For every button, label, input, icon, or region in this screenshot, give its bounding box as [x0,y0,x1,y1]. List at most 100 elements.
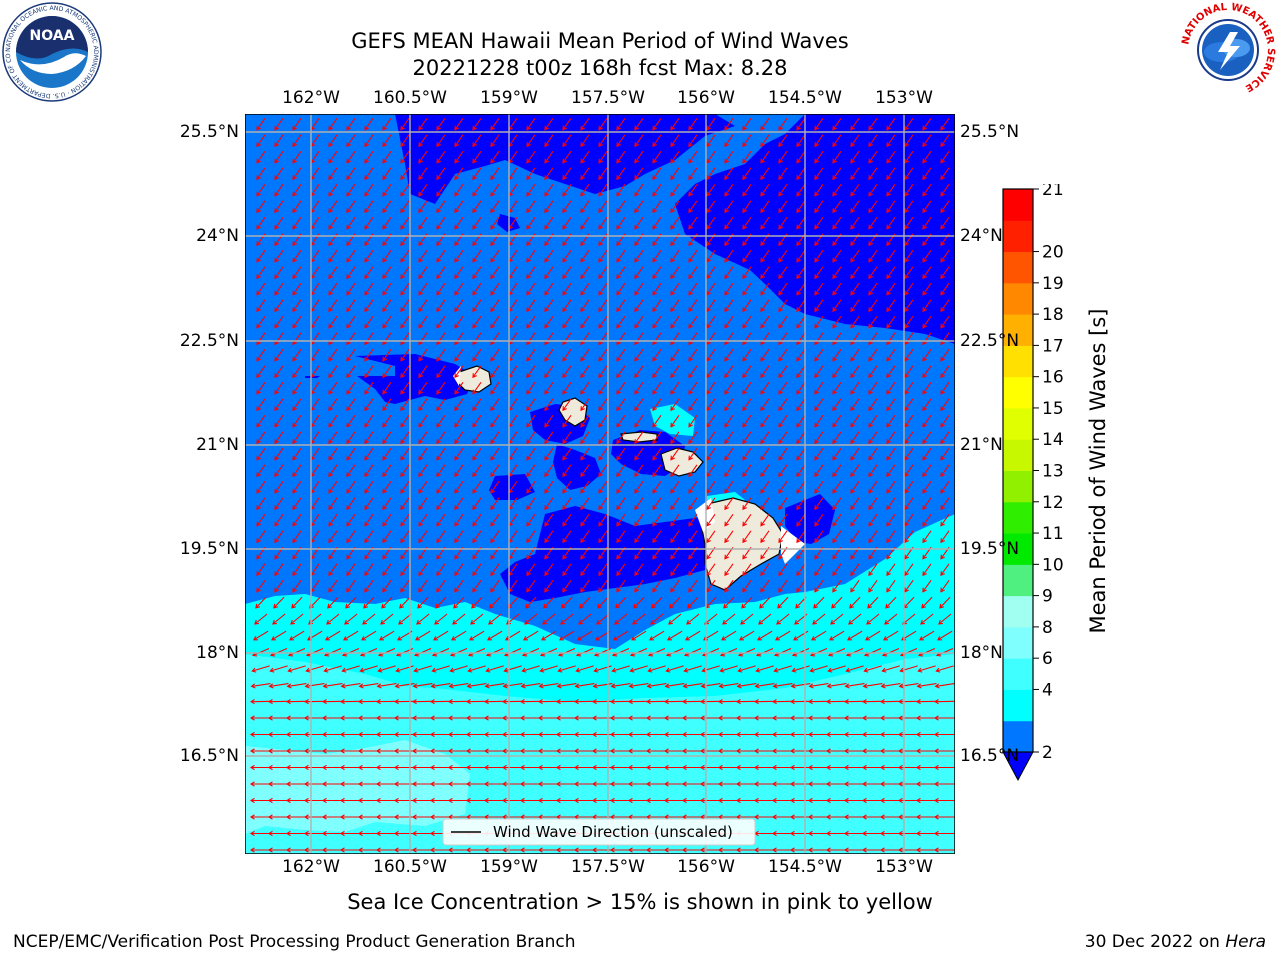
wind-arrow [580,530,590,544]
wind-arrow [454,480,464,494]
wind-arrow [394,683,415,689]
colorbar-tick-label: 18 [1042,305,1064,325]
wind-arrow [940,480,950,494]
wind-arrow [375,715,397,721]
wind-arrow [411,847,433,853]
wind-arrow [652,183,662,197]
wind-arrow [431,665,450,673]
wind-arrow [688,464,698,478]
wind-arrow [321,797,343,804]
wind-arrow [580,150,590,164]
wind-arrow [742,216,752,230]
wind-arrow [537,814,559,820]
wind-arrow [880,699,901,705]
wind-arrow [850,216,860,230]
wind-arrow [814,200,824,214]
wind-arrow [418,414,428,428]
wind-arrow [436,447,446,461]
wind-arrow [724,134,734,148]
wind-arrow [812,613,826,625]
wind-arrow [472,216,482,230]
wind-arrow [814,579,824,593]
wind-arrow [861,781,883,787]
wind-arrow [274,299,284,313]
wind-arrow [789,797,811,804]
wind-arrow [274,249,284,263]
wind-arrow [825,781,847,787]
wind-arrow [735,764,757,771]
wind-arrow [850,563,860,577]
wind-arrow [526,216,536,230]
wind-arrow [742,282,752,296]
wind-arrow [904,563,914,577]
wind-arrow [501,847,523,853]
wind-arrow [292,134,302,148]
wind-arrow [328,348,338,362]
wind-arrow [382,266,392,280]
wind-arrow [832,150,842,164]
wind-arrow [663,764,685,771]
wind-arrow [904,398,914,412]
wind-arrow [400,398,410,412]
wind-arrow [249,781,271,787]
wind-arrow [684,630,701,641]
wind-arrow [904,117,914,131]
wind-arrow [886,200,896,214]
wind-arrow [598,200,608,214]
wind-arrow [436,167,446,181]
wind-arrow [249,830,271,837]
wind-arrow [328,530,338,544]
wind-arrow [382,480,392,494]
wind-arrow [580,513,590,527]
wind-arrow [598,414,608,428]
wind-arrow [465,764,487,771]
wind-arrow [670,513,680,527]
wind-arrow [292,464,302,478]
wind-arrow [339,764,361,771]
wind-arrow [328,431,338,445]
wind-arrow [268,699,289,705]
wind-arrow [249,731,271,738]
wind-arrow [274,365,284,379]
wind-arrow [472,464,482,478]
wind-arrow [562,167,572,181]
wind-arrow [796,480,806,494]
wind-arrow [774,630,791,641]
wind-arrow [796,414,806,428]
wind-arrow [706,447,716,461]
wind-arrow [256,249,266,263]
wind-arrow [616,513,626,527]
colorbar-segment [1003,470,1033,503]
wind-arrow [670,167,680,181]
wind-arrow [915,847,937,853]
wind-arrow [832,563,842,577]
wind-arrow [537,797,559,804]
wind-arrow [580,398,590,412]
wind-arrow [382,150,392,164]
wind-arrow [904,216,914,230]
wind-arrow [753,781,775,787]
wind-arrow [756,630,773,641]
colorbar-tick-label: 12 [1042,493,1064,513]
wind-arrow [897,830,919,837]
wind-arrow [652,167,662,181]
wind-arrow [526,365,536,379]
wind-arrow [814,530,824,544]
lon-label-bottom: 157.5°W [571,857,645,877]
wind-arrow [393,814,415,820]
wind-arrow [778,117,788,131]
colorbar-segment [1003,189,1033,221]
wind-arrow [267,748,289,754]
wind-arrow [706,134,716,148]
wind-arrow [778,365,788,379]
wind-arrow [627,731,649,738]
wind-arrow [735,797,757,804]
wind-arrow [543,596,555,609]
wind-arrow [706,414,716,428]
lat-label-right: 18°N [960,643,1003,663]
wind-arrow [670,117,680,131]
wind-arrow [364,414,374,428]
wind-arrow [598,480,608,494]
wind-arrow [670,266,680,280]
